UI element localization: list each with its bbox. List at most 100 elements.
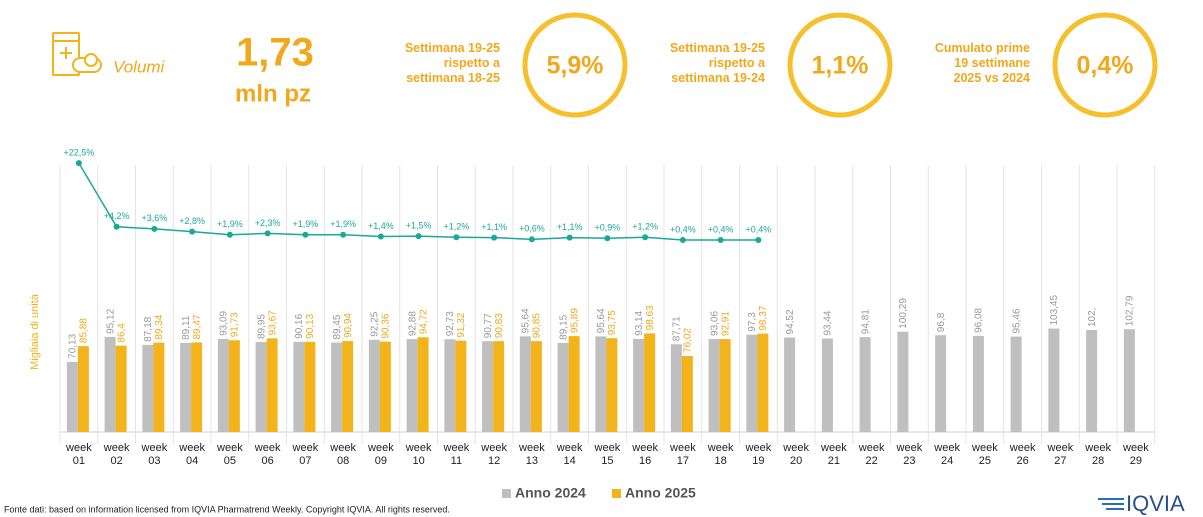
x-tick-label: week 11 bbox=[443, 442, 470, 467]
data-label: 96,08 bbox=[974, 307, 985, 332]
growth-point bbox=[679, 237, 686, 244]
bar bbox=[859, 337, 871, 432]
x-tick-label: week 03 bbox=[141, 442, 168, 467]
x-tick-label: week 29 bbox=[1123, 442, 1149, 467]
bar bbox=[530, 341, 542, 432]
x-tick-label: week 15 bbox=[594, 442, 621, 467]
growth-point bbox=[528, 236, 535, 243]
data-label: 89,34 bbox=[154, 314, 165, 339]
kpi-value: 1,1% bbox=[812, 52, 869, 80]
growth-point bbox=[604, 235, 611, 242]
growth-point bbox=[415, 233, 422, 240]
data-label: 92,91 bbox=[720, 311, 731, 336]
kpi-label: 19 settimane bbox=[954, 56, 1030, 70]
bar bbox=[1123, 329, 1135, 432]
data-label: 97,3 bbox=[747, 312, 758, 332]
data-label: 92,73 bbox=[445, 311, 456, 336]
growth-point bbox=[566, 234, 573, 241]
x-tick-label: week 25 bbox=[972, 442, 998, 467]
bar bbox=[595, 336, 607, 432]
growth-label: +1,1% bbox=[481, 222, 507, 232]
bar bbox=[455, 340, 467, 432]
data-label: 89,95 bbox=[256, 314, 267, 339]
logo-lines bbox=[1098, 498, 1124, 510]
data-label: 76,02 bbox=[683, 328, 694, 353]
growth-point bbox=[340, 231, 347, 238]
bar bbox=[77, 346, 89, 432]
legend-label: Anno 2024 bbox=[515, 485, 586, 501]
bar bbox=[444, 339, 456, 432]
bar bbox=[266, 338, 278, 432]
bar bbox=[191, 342, 203, 432]
bar bbox=[606, 338, 618, 432]
bar bbox=[293, 341, 305, 432]
x-tick-label: week 01 bbox=[66, 442, 92, 467]
x-tick-label: week 10 bbox=[405, 442, 432, 467]
bar bbox=[217, 338, 229, 432]
bar bbox=[1048, 328, 1060, 432]
data-label: 94,81 bbox=[860, 309, 871, 334]
total-value: 1,73 bbox=[236, 31, 314, 75]
bar bbox=[1086, 330, 1098, 432]
growth-point bbox=[717, 237, 724, 244]
data-label: 90,13 bbox=[305, 313, 316, 338]
growth-label: +0,6% bbox=[519, 224, 545, 234]
data-label: 95,89 bbox=[569, 308, 580, 333]
x-tick-label: week 21 bbox=[821, 442, 847, 467]
data-label: 95,12 bbox=[105, 308, 116, 333]
bar bbox=[633, 338, 645, 432]
data-label: 95,64 bbox=[596, 308, 607, 333]
growth-label: +3,6% bbox=[141, 213, 167, 223]
x-tick-label: week 24 bbox=[934, 442, 960, 467]
x-tick-label: week 05 bbox=[217, 442, 243, 467]
x-tick-label: week 08 bbox=[330, 442, 356, 467]
data-label: 90,36 bbox=[381, 313, 392, 338]
growth-label: +0,4% bbox=[670, 224, 696, 234]
data-label: 103,45 bbox=[1049, 295, 1060, 326]
data-label: 91,73 bbox=[230, 312, 241, 337]
growth-point bbox=[151, 225, 158, 232]
bar bbox=[331, 342, 343, 432]
legend-swatch bbox=[502, 489, 511, 498]
bar bbox=[644, 333, 656, 432]
data-label: 102, bbox=[1087, 308, 1098, 327]
data-label: 98,37 bbox=[758, 305, 769, 330]
bar bbox=[228, 340, 240, 432]
x-tick-label: week 18 bbox=[707, 442, 734, 467]
growth-label: +1,9% bbox=[292, 219, 318, 229]
data-label: 98,63 bbox=[645, 305, 656, 330]
bar bbox=[153, 342, 165, 432]
growth-label: +0,4% bbox=[745, 224, 771, 234]
growth-label: +0,9% bbox=[594, 223, 620, 233]
data-label: 92,88 bbox=[407, 311, 418, 336]
data-label: 95,46 bbox=[1011, 308, 1022, 333]
data-label: 85,88 bbox=[79, 318, 90, 343]
kpi-ring bbox=[522, 12, 628, 118]
bar bbox=[142, 344, 154, 432]
x-tick-label: week 09 bbox=[368, 442, 394, 467]
data-label: 89,11 bbox=[181, 315, 192, 340]
growth-label: +1,4% bbox=[368, 221, 394, 231]
bar bbox=[115, 345, 127, 432]
kpi-value: 5,9% bbox=[547, 52, 604, 80]
bar bbox=[557, 342, 569, 432]
x-tick-label: week 13 bbox=[519, 442, 545, 467]
kpi-ring bbox=[787, 12, 893, 118]
growth-point bbox=[491, 234, 498, 241]
data-label: 89,45 bbox=[332, 314, 343, 339]
x-tick-label: week 28 bbox=[1085, 442, 1111, 467]
growth-label: +22,5% bbox=[63, 147, 94, 157]
growth-label: +4,2% bbox=[104, 211, 130, 221]
data-label: 89,15 bbox=[558, 314, 569, 339]
bar bbox=[406, 339, 418, 432]
bar bbox=[304, 341, 316, 432]
bar bbox=[746, 334, 758, 432]
kpi-label: Settimana 19-25 bbox=[404, 41, 500, 55]
growth-point bbox=[189, 228, 196, 235]
y-axis-label: Migliaia di unità bbox=[29, 293, 41, 370]
bar bbox=[568, 336, 580, 432]
total-unit: mln pz bbox=[235, 80, 311, 107]
bar bbox=[935, 335, 947, 432]
bar bbox=[379, 341, 391, 432]
